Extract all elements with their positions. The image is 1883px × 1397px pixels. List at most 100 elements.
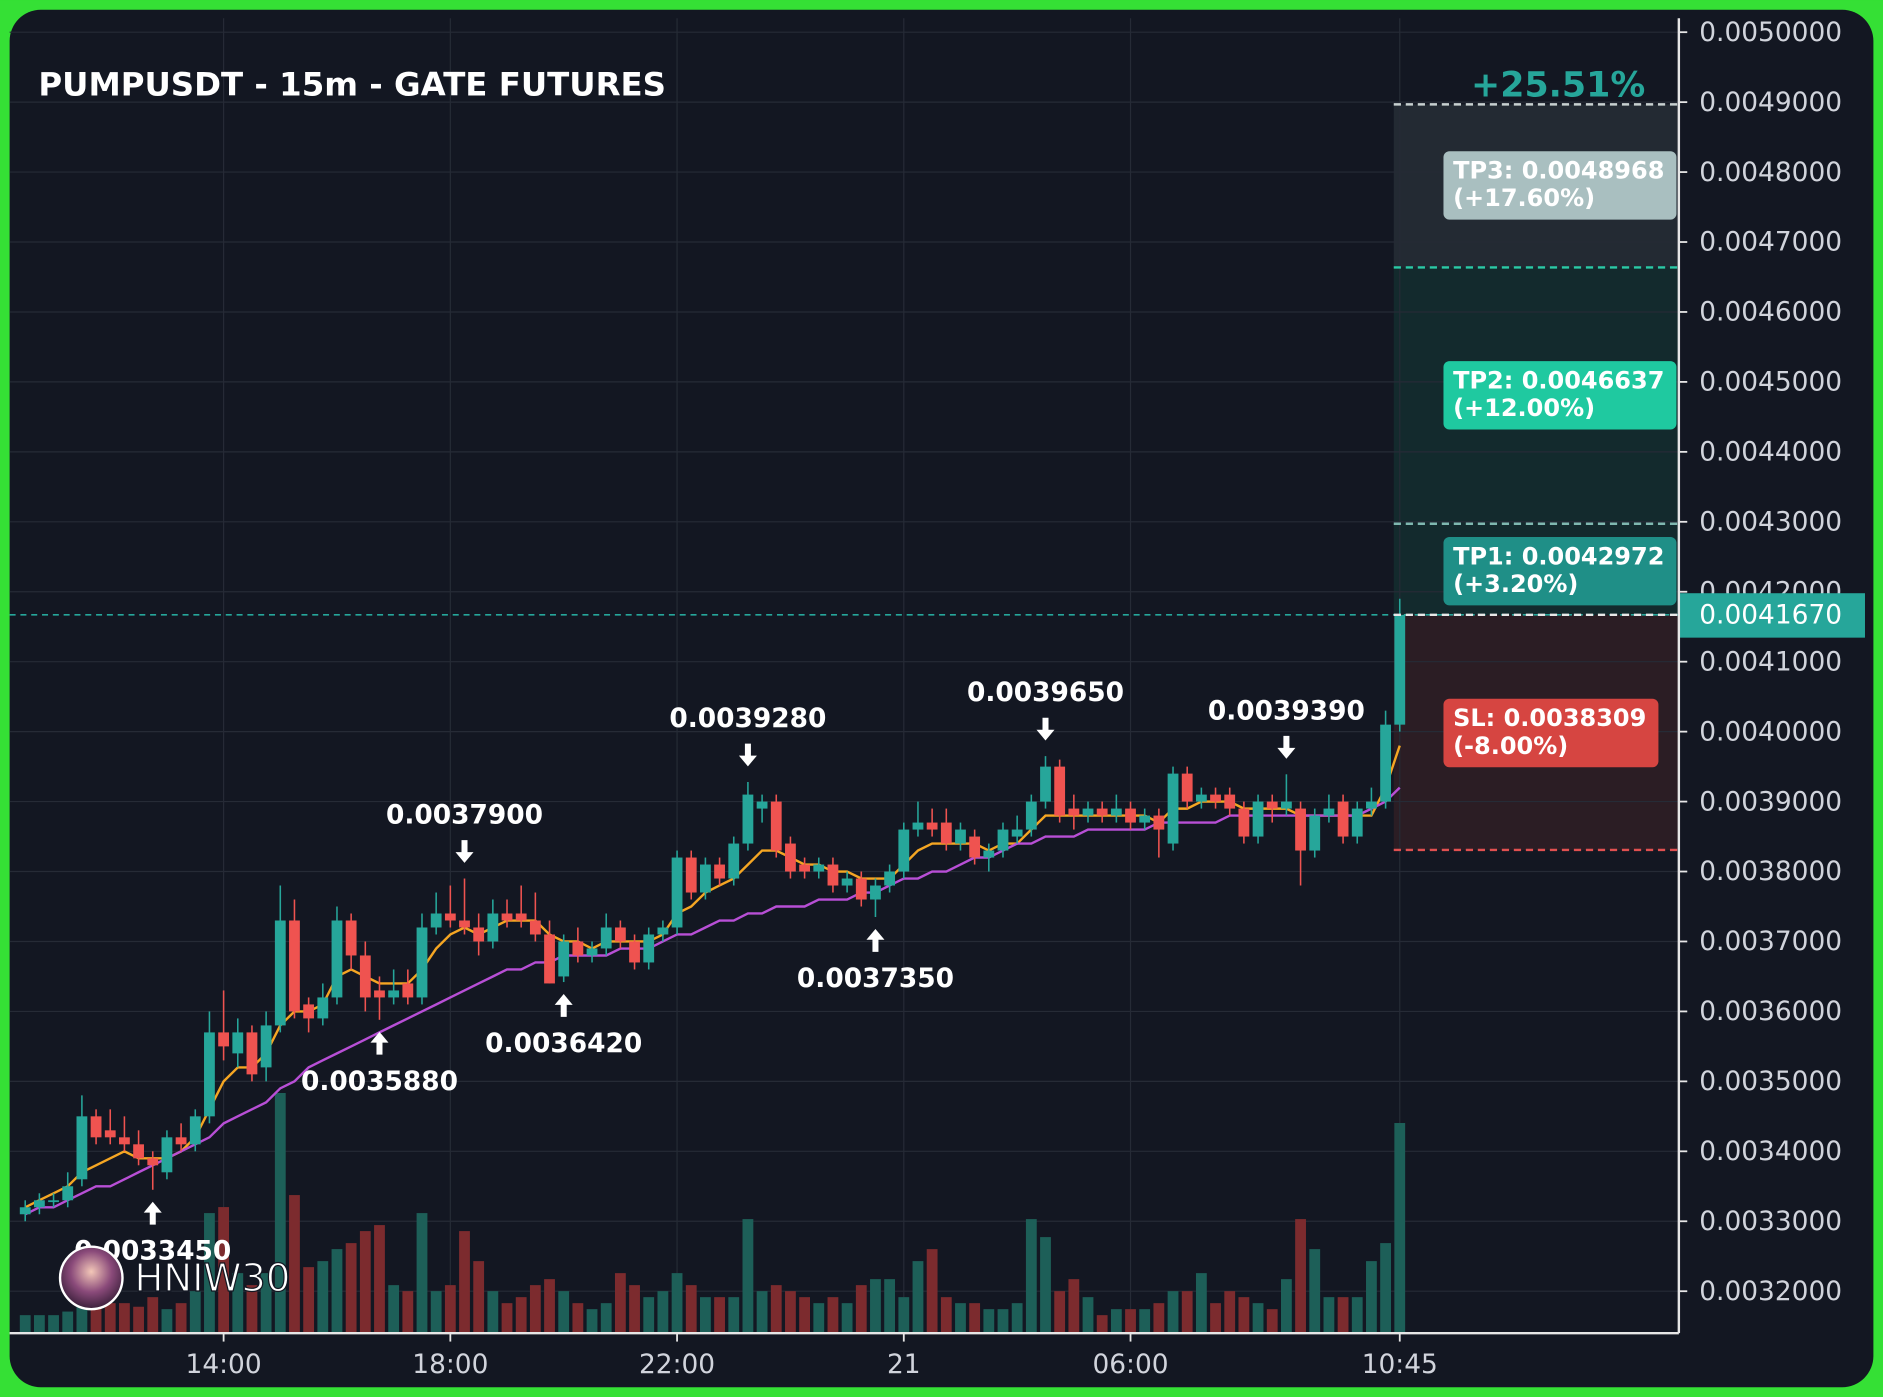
volume-bar [48, 1315, 59, 1334]
candle-body [317, 997, 329, 1019]
volume-bar [827, 1297, 839, 1334]
candle-body [685, 857, 697, 893]
candle-body [714, 864, 725, 879]
y-tick-label: 0.0035000 [1699, 1066, 1842, 1097]
candle-body [1167, 773, 1179, 844]
volume-bar [940, 1297, 952, 1334]
candle-body [572, 941, 584, 956]
volume-bar [175, 1303, 187, 1334]
volume-bar [487, 1291, 499, 1334]
volume-bar [799, 1297, 811, 1334]
candle-body [1025, 801, 1037, 830]
volume-bar [572, 1303, 584, 1334]
volume-bar [855, 1285, 867, 1334]
candle-body [515, 913, 527, 921]
overlay: 0.0032000 0.0033000 0.0034000 0.0035000 0.00… [9, 17, 1865, 1380]
candle-body [841, 878, 853, 886]
volume-bar [444, 1285, 456, 1334]
annotation-arrow [1277, 735, 1296, 759]
volume-bar [969, 1303, 981, 1334]
volume [19, 1092, 1406, 1334]
candle-body [161, 1137, 173, 1173]
candle-body [501, 913, 513, 921]
volume-bar [62, 1311, 74, 1334]
volume-bar [133, 1306, 144, 1334]
level-box [1443, 361, 1677, 430]
y-tick-label: 0.0034000 [1699, 1136, 1842, 1167]
volume-bar [997, 1309, 1009, 1334]
volume-bar [912, 1261, 924, 1334]
volume-bar [1366, 1261, 1377, 1334]
y-tick-label: 0.0046000 [1699, 297, 1842, 328]
level-percent: (+12.00%) [1453, 394, 1595, 422]
candle-body [614, 927, 626, 942]
candle-body [955, 829, 966, 844]
candle-body [1337, 801, 1349, 837]
volume-bar [1040, 1237, 1051, 1334]
annotation-label: 0.0035880 [301, 1066, 458, 1097]
candle-body [303, 1004, 315, 1019]
x-tick-label: 18:00 [412, 1349, 488, 1380]
volume-bar [303, 1267, 315, 1334]
candle-body [1082, 808, 1094, 816]
y-tick-label: 0.0044000 [1699, 437, 1842, 468]
candle-body [189, 1116, 201, 1145]
y-tick-label: 0.0048000 [1699, 157, 1842, 188]
volume-bar [345, 1243, 357, 1334]
y-tick-label: 0.0041000 [1699, 646, 1842, 677]
volume-bar [1380, 1243, 1391, 1334]
candle-body [1380, 724, 1391, 802]
volume-bar [884, 1279, 896, 1334]
annotation-arrow [738, 743, 757, 767]
volume-bar [1054, 1291, 1066, 1334]
volume-bar [983, 1309, 995, 1334]
annotation-label: 0.0039650 [967, 677, 1124, 708]
volume-bar [657, 1291, 669, 1334]
annotation-arrow [866, 929, 885, 952]
volume-bar [770, 1285, 782, 1334]
x-tick-label: 21 [887, 1349, 921, 1380]
annotation-label: 0.0039390 [1208, 695, 1365, 726]
volume-bar [614, 1273, 626, 1334]
candle-body [926, 822, 938, 830]
volume-bar [161, 1309, 173, 1334]
candle-body [1054, 766, 1066, 816]
volume-bar [1139, 1309, 1151, 1334]
candle-body [133, 1144, 144, 1159]
volume-bar [1125, 1309, 1136, 1334]
volume-bar [870, 1279, 881, 1334]
volume-bar [1011, 1303, 1023, 1334]
candle-body [1068, 808, 1080, 816]
candle-body [544, 934, 555, 984]
candle-body [33, 1200, 45, 1208]
y-tick-label: 0.0045000 [1699, 367, 1842, 398]
volume-bar [629, 1285, 640, 1334]
volume-bar [700, 1297, 711, 1334]
candle-body [1266, 801, 1278, 809]
candle-body [600, 927, 612, 949]
volume-bar [402, 1291, 414, 1334]
volume-bar [33, 1315, 45, 1334]
candle-body [1040, 766, 1051, 802]
candle-body [898, 829, 910, 872]
candle-body [1280, 801, 1292, 809]
level-percent: (+17.60%) [1453, 184, 1595, 212]
volume-bar [898, 1297, 910, 1334]
volume-bar [544, 1279, 555, 1334]
volume-bar [685, 1285, 697, 1334]
candle-body [1366, 801, 1377, 809]
x-tick-label: 10:45 [1362, 1349, 1438, 1380]
candle-body [742, 794, 754, 844]
x-tick-label: 06:00 [1092, 1349, 1168, 1380]
candle-body [558, 941, 570, 977]
volume-bar [1280, 1279, 1292, 1334]
candle-body [884, 871, 896, 886]
candle-body [969, 836, 981, 858]
candle-body [643, 934, 655, 963]
candle-body [997, 829, 1009, 851]
candle-body [402, 983, 414, 998]
candle-body [1309, 815, 1321, 851]
candle-body [813, 864, 825, 872]
candle-body [374, 990, 385, 998]
